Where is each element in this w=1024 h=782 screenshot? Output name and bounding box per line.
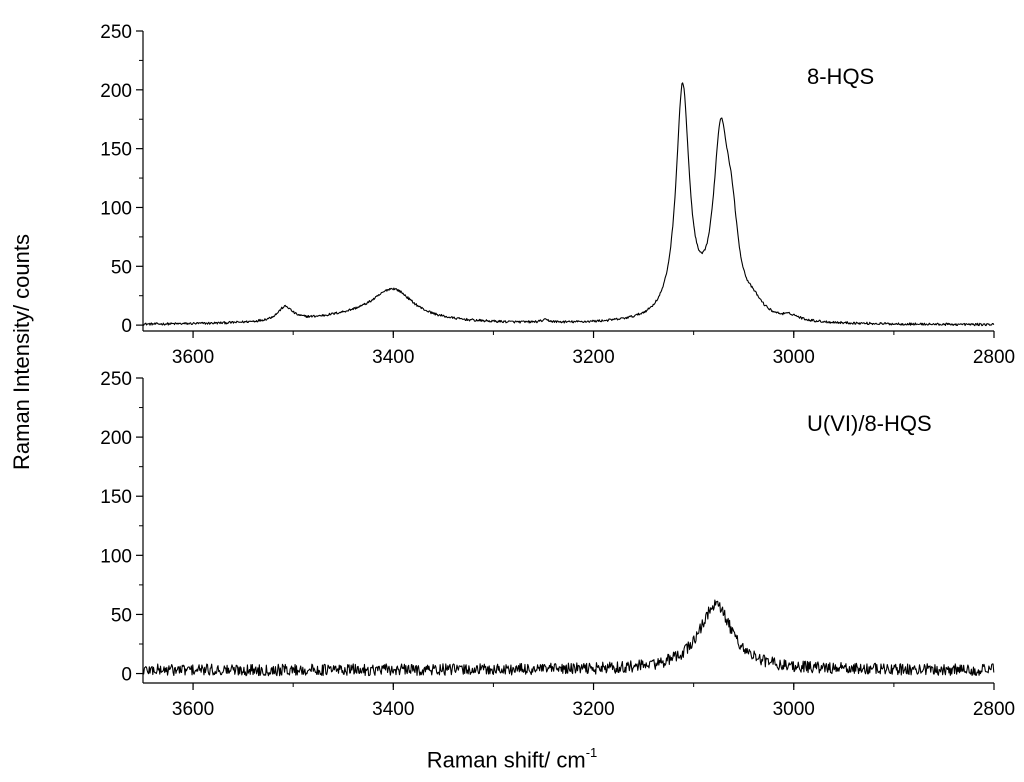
panel-label-bottom: U(VI)/8-HQS xyxy=(807,411,932,436)
x-tick-label: 3400 xyxy=(372,699,414,720)
y-tick-label: 100 xyxy=(100,198,132,219)
y-tick-label: 100 xyxy=(100,546,132,567)
spectrum-line-bottom xyxy=(142,599,995,677)
y-tick-label: 150 xyxy=(100,140,132,161)
y-tick-label: 250 xyxy=(100,22,132,43)
x-axis-label-superscript: -1 xyxy=(585,745,598,760)
x-tick-label: 3600 xyxy=(172,347,214,368)
y-tick-label: 150 xyxy=(100,487,132,508)
x-axis-label: Raman shift/ cm-1 xyxy=(0,745,1024,773)
y-tick-label: 0 xyxy=(121,316,132,337)
y-tick-label: 250 xyxy=(100,369,132,390)
y-axis-label: Raman Intensity/ counts xyxy=(9,233,34,471)
x-tick-label: 3000 xyxy=(773,347,815,368)
panel-bottom: 0 50 100 150 200 250 3600 3400 3200 3000 2800 U(VI)… xyxy=(100,369,1015,720)
y-tick-label: 200 xyxy=(100,428,132,449)
x-tick-label: 2800 xyxy=(973,347,1015,368)
x-tick-label: 3200 xyxy=(572,699,614,720)
x-tick-label: 3600 xyxy=(172,699,214,720)
panel-label-top: 8-HQS xyxy=(807,64,874,89)
spectrum-line-top xyxy=(143,82,995,327)
y-tick-label: 50 xyxy=(111,257,132,278)
y-axis-label-container: Raman Intensity/ counts xyxy=(2,0,42,782)
x-tick-label: 3000 xyxy=(773,699,815,720)
x-tick-label: 2800 xyxy=(973,699,1015,720)
y-tick-label: 50 xyxy=(111,605,132,626)
y-tick-label: 0 xyxy=(121,665,132,686)
panel-top: 0 50 100 150 200 250 3600 3400 3200 3000 2800 8-HQS xyxy=(100,22,1015,368)
y-tick-label: 200 xyxy=(100,81,132,102)
x-tick-label: 3200 xyxy=(572,347,614,368)
x-tick-label: 3400 xyxy=(372,347,414,368)
x-axis-label-main: Raman shift/ cm xyxy=(426,747,586,773)
